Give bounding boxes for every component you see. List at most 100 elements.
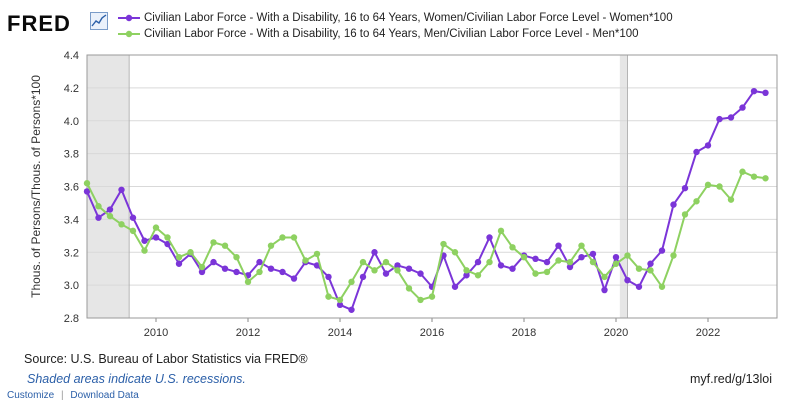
data-point-women (578, 253, 585, 261)
data-point-men (635, 265, 643, 272)
data-point-men (290, 234, 298, 241)
data-point-women (509, 265, 516, 272)
data-point-men (681, 211, 689, 218)
data-point-men (95, 203, 102, 210)
data-point-men (612, 260, 620, 267)
data-point-men (244, 278, 252, 286)
download-data-link[interactable]: Download Data (70, 390, 139, 401)
data-point-women (451, 283, 459, 290)
data-point-women (198, 268, 206, 276)
data-point-men (417, 296, 424, 304)
data-point-women (290, 275, 298, 282)
data-point-women (532, 255, 539, 263)
data-point-men (141, 247, 148, 254)
x-tick-label: 2010 (144, 327, 168, 339)
data-point-men (279, 234, 286, 241)
plot-area-border (86, 54, 778, 319)
data-point-men (129, 227, 137, 235)
data-point-men (474, 272, 482, 279)
data-point-women (647, 260, 654, 267)
data-point-women (141, 237, 148, 244)
data-point-men (371, 267, 378, 274)
data-point-men (543, 268, 551, 276)
data-point-women (417, 270, 424, 277)
y-tick-label: 2.8 (64, 313, 79, 325)
data-point-women (348, 306, 355, 313)
data-point-men (359, 258, 367, 266)
data-point-men (693, 198, 700, 205)
data-point-women (486, 234, 493, 241)
recession-note: Shaded areas indicate U.S. recessions. (27, 372, 246, 386)
data-point-men (106, 212, 114, 220)
x-tick-label: 2016 (420, 327, 444, 339)
data-point-women (152, 234, 160, 241)
data-point-women (221, 265, 229, 272)
customize-link[interactable]: Customize (7, 390, 55, 401)
data-point-men (313, 250, 321, 258)
data-point-men (118, 221, 125, 228)
chart-legend: Civilian Labor Force - With a Disability… (118, 10, 673, 42)
data-point-men (210, 239, 217, 246)
data-point-men (566, 258, 574, 266)
data-point-men (267, 242, 275, 249)
legend-item-men: Civilian Labor Force - With a Disability… (118, 26, 673, 42)
data-point-women (670, 201, 677, 208)
source-note: Source: U.S. Bureau of Labor Statistics … (24, 352, 308, 366)
data-point-men (520, 253, 528, 261)
data-point-men (624, 252, 631, 259)
data-point-men (497, 227, 505, 235)
data-point-women (601, 286, 608, 294)
data-point-women (83, 188, 91, 195)
data-point-men (405, 285, 413, 292)
data-point-men (601, 273, 608, 281)
legend-label-women: Civilian Labor Force - With a Disability… (144, 12, 673, 24)
data-point-men (486, 258, 493, 266)
data-point-men (233, 253, 240, 261)
data-point-women (658, 247, 666, 254)
data-point-men (325, 293, 332, 300)
y-tick-label: 3.0 (64, 280, 79, 292)
data-point-men (83, 180, 91, 187)
footer-separator: | (61, 390, 64, 401)
data-point-men (750, 173, 758, 180)
short-url[interactable]: myf.red/g/13loi (690, 372, 772, 386)
data-point-women (681, 184, 689, 192)
data-point-women (543, 258, 551, 266)
data-point-men (428, 293, 436, 300)
data-point-women (750, 87, 758, 95)
data-point-women (704, 142, 712, 149)
x-tick-label: 2018 (512, 327, 536, 339)
data-point-women (693, 148, 700, 156)
data-point-men (187, 249, 194, 256)
legend-item-women: Civilian Labor Force - With a Disability… (118, 10, 673, 26)
x-tick-label: 2012 (236, 327, 260, 339)
y-axis-label: Thous. of Persons/Thous. of Persons*100 (29, 75, 43, 298)
y-tick-label: 3.4 (64, 214, 79, 226)
data-point-women (95, 214, 102, 221)
x-tick-label: 2020 (604, 327, 628, 339)
data-point-women (382, 270, 390, 277)
data-point-women (164, 240, 171, 248)
data-point-men (716, 183, 723, 190)
legend-swatch-women (118, 14, 140, 22)
data-point-women (555, 242, 562, 249)
data-point-women (463, 272, 470, 279)
data-point-women (497, 262, 505, 269)
data-point-women (106, 206, 114, 213)
legend-label-men: Civilian Labor Force - With a Disability… (144, 28, 639, 40)
data-point-women (739, 104, 746, 111)
data-point-men (647, 267, 654, 274)
data-point-women (256, 258, 263, 266)
data-point-men (256, 268, 263, 276)
data-point-men (589, 258, 597, 266)
data-point-men (302, 257, 309, 264)
data-point-women (589, 250, 597, 258)
x-tick-label: 2022 (696, 327, 720, 339)
y-tick-label: 4.4 (64, 50, 79, 62)
x-tick-label: 2014 (328, 327, 352, 339)
data-point-women (279, 268, 286, 276)
fred-logo: FRED (7, 11, 71, 36)
data-point-women (566, 263, 574, 271)
data-point-men (164, 234, 171, 241)
